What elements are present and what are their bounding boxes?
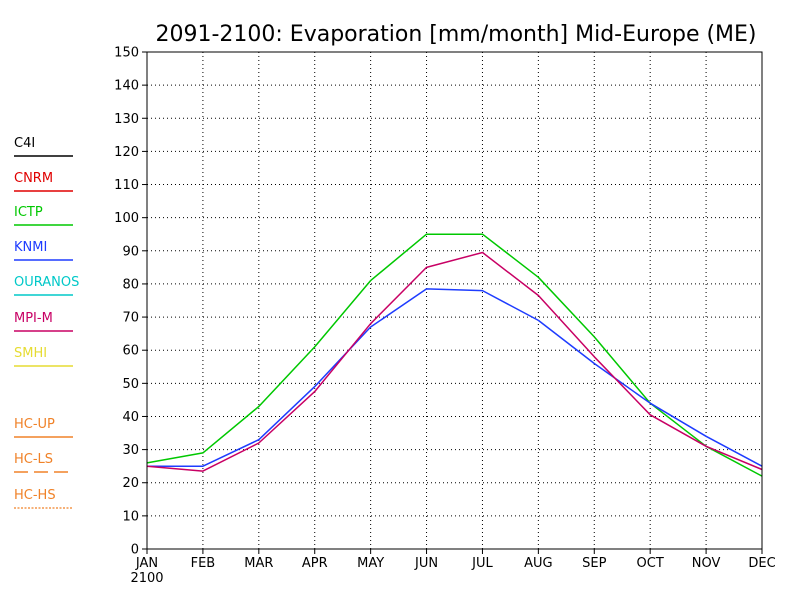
y-tick-label: 110 — [114, 178, 139, 193]
x-tick-label: OCT — [637, 556, 664, 571]
plot-frame — [146, 51, 763, 550]
y-tick-label: 0 — [131, 543, 139, 558]
y-tick-label: 60 — [122, 344, 139, 359]
x-tick-label: MAY — [357, 556, 384, 571]
legend-label-smhi: SMHI — [14, 346, 47, 361]
y-tick-label: 130 — [114, 112, 139, 127]
legend: C4I CNRM ICTP KNMI OURANOS MPI-M SMHI HC-UP HC-L… — [14, 136, 79, 509]
y-axis: 0 10 20 30 40 50 60 70 80 90 100 110 120 130 140 150 — [114, 46, 147, 558]
x-tick-label: JUL — [471, 556, 493, 571]
legend-label-c4i: C4I — [14, 136, 35, 151]
x-tick-label: MAR — [244, 556, 273, 571]
x-axis: JAN FEB MAR APR MAY JUN JUL AUG SEP OCT NOV DEC — [135, 549, 776, 571]
legend-label-knmi: KNMI — [14, 240, 47, 255]
legend-label-hc-ls: HC-LS — [14, 452, 53, 467]
y-tick-label: 140 — [114, 79, 139, 94]
y-tick-label: 100 — [114, 211, 139, 226]
legend-label-cnrm: CNRM — [14, 171, 53, 186]
y-tick-label: 20 — [122, 476, 139, 491]
y-tick-label: 10 — [122, 509, 139, 524]
x-tick-label: JAN — [135, 556, 158, 571]
legend-label-ictp: ICTP — [14, 205, 43, 220]
chart-grid — [147, 52, 762, 549]
y-tick-label: 120 — [114, 145, 139, 160]
legend-label-ouranos: OURANOS — [14, 275, 79, 290]
y-tick-label: 150 — [114, 46, 139, 61]
y-tick-label: 40 — [122, 410, 139, 425]
x-tick-label: FEB — [191, 556, 216, 571]
series-line-mpi-m — [146, 251, 763, 472]
series-line-knmi — [147, 288, 763, 467]
y-tick-label: 50 — [122, 377, 139, 392]
legend-label-hc-hs: HC-HS — [14, 488, 56, 503]
chart-title: 2091-2100: Evaporation [mm/month] Mid-Eu… — [155, 22, 756, 47]
y-tick-label: 90 — [122, 244, 139, 259]
series-lines — [146, 233, 763, 477]
x-tick-label: JUN — [414, 556, 438, 571]
y-tick-label: 80 — [122, 277, 139, 292]
series-line-ictp — [146, 233, 763, 477]
x-tick-label: SEP — [582, 556, 606, 571]
legend-label-mpi-m: MPI-M — [14, 311, 53, 326]
x-axis-year-label: 2100 — [130, 571, 163, 586]
legend-label-hc-up: HC-UP — [14, 417, 55, 432]
y-tick-label: 30 — [122, 443, 139, 458]
x-tick-label: DEC — [748, 556, 775, 571]
x-tick-label: NOV — [692, 556, 721, 571]
x-tick-label: AUG — [524, 556, 552, 571]
x-tick-label: APR — [302, 556, 328, 571]
y-tick-label: 70 — [122, 311, 139, 326]
